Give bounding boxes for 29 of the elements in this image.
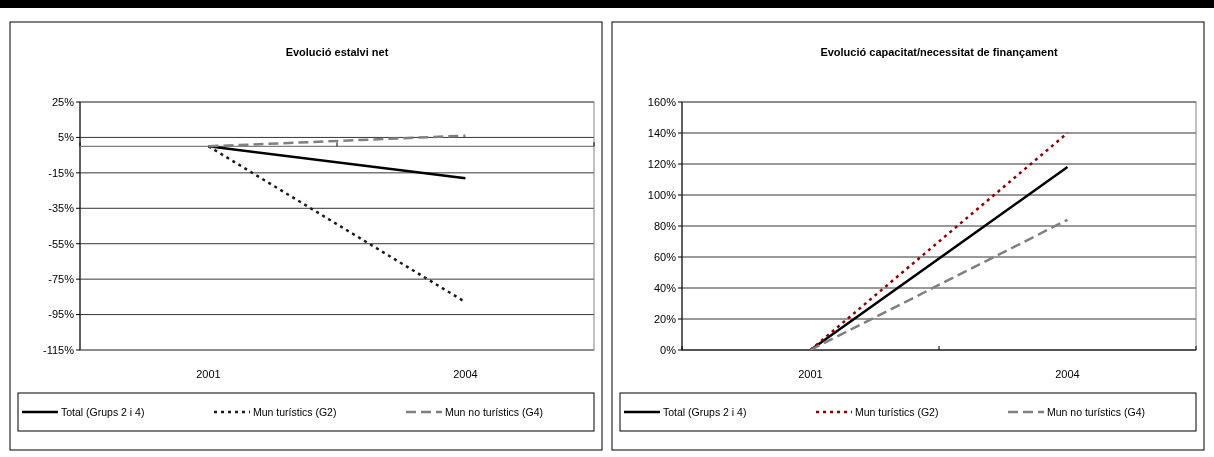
x-tick-label: 2004 bbox=[1055, 368, 1080, 380]
y-tick-label: -35% bbox=[48, 202, 75, 215]
legend-label: Total (Grups 2 i 4) bbox=[663, 405, 747, 418]
y-tick-label: 25% bbox=[51, 95, 75, 108]
x-tick-label: 2004 bbox=[453, 368, 478, 380]
y-tick-label: 0% bbox=[660, 343, 677, 356]
y-tick-label: -75% bbox=[48, 272, 75, 285]
y-tick-label: -95% bbox=[48, 308, 75, 321]
x-tick-label: 2001 bbox=[196, 368, 221, 380]
y-tick-label: -15% bbox=[48, 166, 75, 179]
legend-label: Mun turístics (G2) bbox=[855, 405, 939, 418]
legend-label: Total (Grups 2 i 4) bbox=[61, 405, 145, 418]
legend-label: Mun no turístics (G4) bbox=[1047, 405, 1146, 418]
y-tick-label: 40% bbox=[653, 281, 677, 294]
y-tick-label: 60% bbox=[653, 250, 677, 263]
y-tick-label: 80% bbox=[653, 219, 677, 232]
y-tick-label: 160% bbox=[647, 95, 677, 108]
y-tick-label: 140% bbox=[647, 126, 677, 139]
legend-label: Mun no turístics (G4) bbox=[445, 405, 544, 418]
legend-label: Mun turístics (G2) bbox=[253, 405, 337, 418]
chart-title: Evolució capacitat/necessitat de finançament bbox=[820, 46, 1058, 58]
y-tick-label: 120% bbox=[647, 157, 677, 170]
y-tick-label: 20% bbox=[653, 312, 677, 325]
y-tick-label: -115% bbox=[43, 343, 75, 356]
y-tick-label: 5% bbox=[58, 131, 75, 144]
y-tick-label: 100% bbox=[647, 188, 677, 201]
x-tick-label: 2001 bbox=[798, 368, 823, 380]
chart-title: Evolució estalvi net bbox=[285, 46, 389, 58]
y-tick-label: -55% bbox=[48, 237, 75, 250]
